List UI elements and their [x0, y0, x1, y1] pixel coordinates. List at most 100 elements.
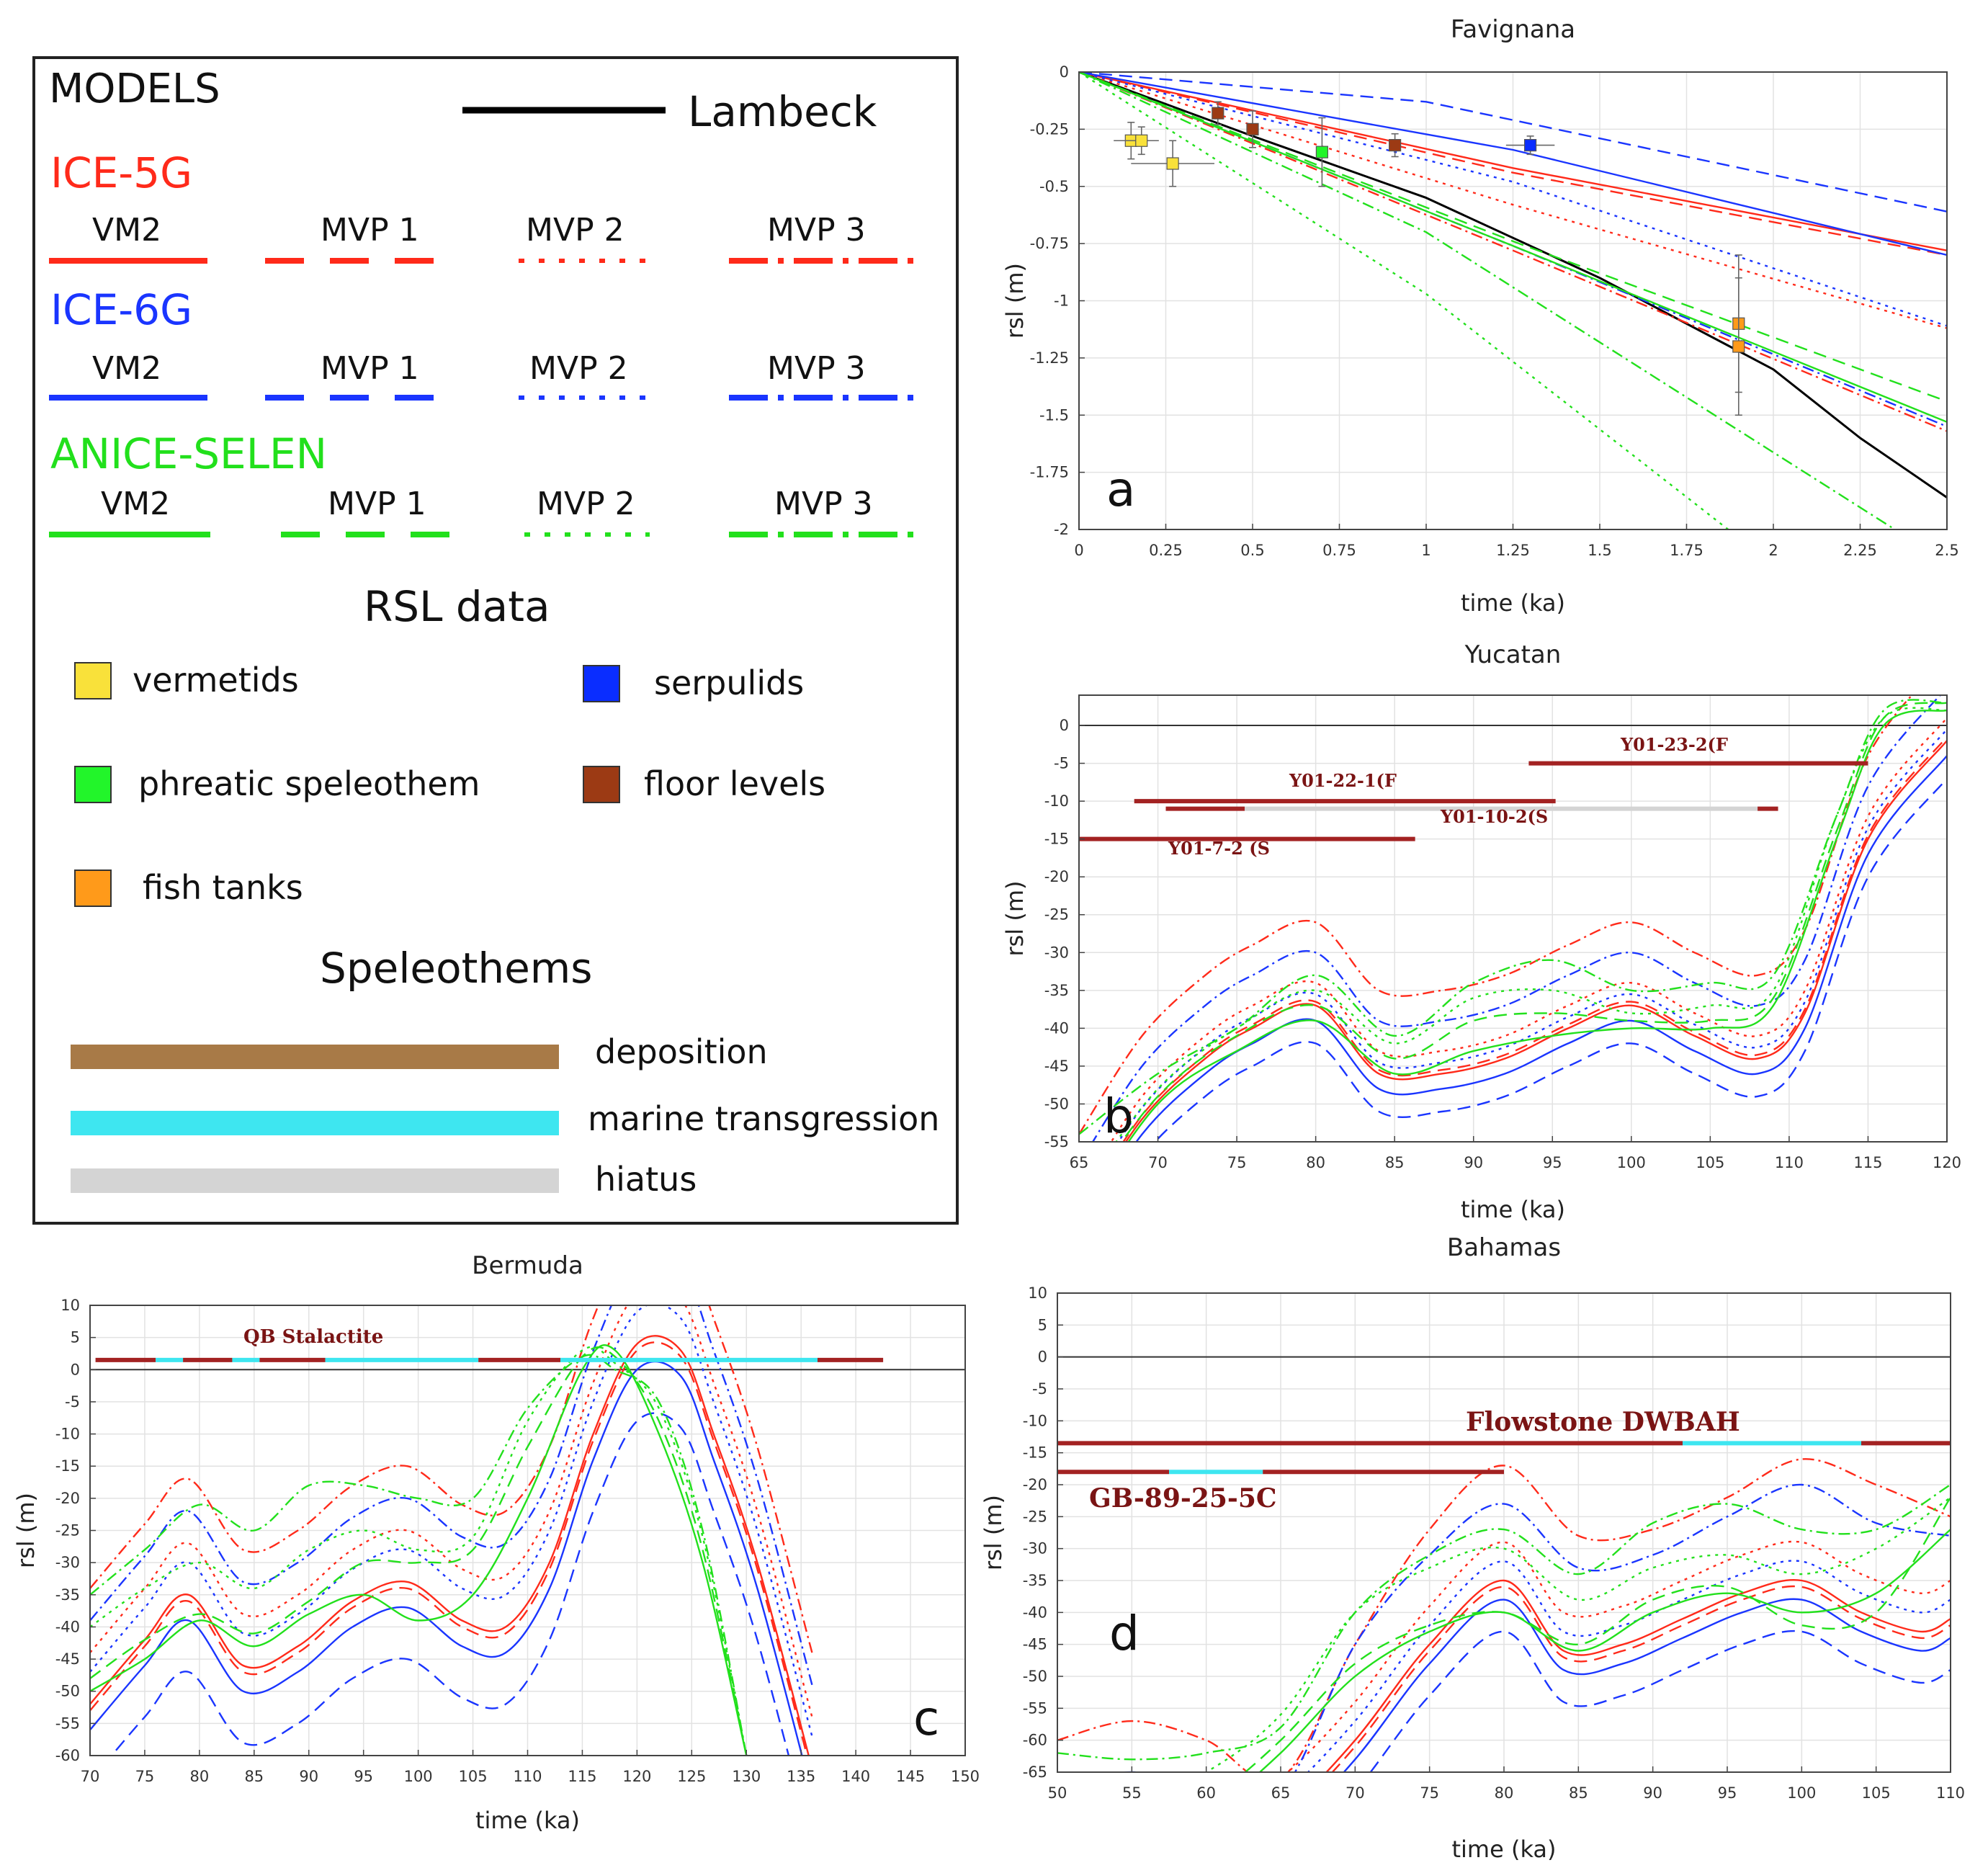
- plot-frame: [1078, 694, 1948, 1143]
- tick-label-y: -35: [55, 1586, 80, 1604]
- series-ice-5g-mvp-3: [1079, 72, 1947, 432]
- tick-label-x: 105: [1862, 1784, 1891, 1802]
- series-anice-selen-vm2: [1258, 1529, 1951, 1772]
- plot-background: [1079, 695, 1947, 1142]
- series-ice-6g-mvp-1: [1154, 777, 1947, 1142]
- speleothem-label: GB-89-25-5C: [1089, 1483, 1277, 1514]
- legend-ice6g-mvp3: MVP 3: [767, 350, 866, 387]
- series-ice-5g-mvp-1: [1122, 736, 1947, 1142]
- tick-label-x: 95: [1543, 1154, 1562, 1171]
- tick-label-x: 70: [81, 1768, 100, 1785]
- chart-title: Bahamas: [1447, 1233, 1561, 1262]
- series-ice-6g-mvp-1: [110, 1412, 790, 1756]
- legend-rsl-swatch-serpulids: [583, 665, 620, 702]
- legend-rsl-label-vermetids: vermetids: [133, 661, 299, 699]
- legend-speleo-swatch-hiatus: [71, 1168, 559, 1193]
- tick-label-x: 95: [1718, 1784, 1737, 1802]
- legend-anice-vm2: VM2: [101, 486, 170, 522]
- tick-label-y: -1.75: [1030, 464, 1069, 481]
- tick-label-x: 135: [787, 1768, 815, 1785]
- tick-label-y: -15: [55, 1457, 80, 1475]
- tick-label-y: -45: [1044, 1058, 1069, 1075]
- tick-label-x: 90: [1643, 1784, 1662, 1802]
- x-axis-label: time (ka): [1461, 589, 1565, 617]
- series-ice-5g-mvp-3: [90, 1305, 813, 1653]
- tick-label-x: 0.25: [1149, 542, 1183, 559]
- legend-ice6g-mvp2: MVP 2: [529, 350, 628, 387]
- tick-label-x: 60: [1196, 1784, 1216, 1802]
- panel-label: c: [913, 1691, 939, 1746]
- legend-rsl-swatch-phreatic: [74, 766, 112, 803]
- legend-group-anice: ANICE-SELEN: [50, 429, 327, 478]
- series-ice-5g-mvp-1: [90, 1341, 808, 1756]
- tick-label-y: -0.25: [1030, 120, 1069, 138]
- tick-label-y: -35: [1023, 1572, 1047, 1589]
- tick-label-y: -5: [1032, 1380, 1047, 1398]
- legend-frame: [32, 56, 959, 1225]
- panel-label: d: [1109, 1606, 1139, 1661]
- series-ice-5g-mvp-2: [1110, 717, 1947, 1142]
- speleothem-label: Y01-7-2 (S: [1168, 838, 1270, 859]
- data-point-fish: [1732, 340, 1745, 353]
- data-point-floor: [1212, 107, 1224, 120]
- tick-label-y: -55: [1044, 1133, 1069, 1150]
- tick-label-y: -60: [55, 1747, 80, 1764]
- tick-label-x: 115: [1853, 1154, 1882, 1171]
- legend-models-title: MODELS: [49, 66, 220, 112]
- tick-label-y: -1.25: [1030, 349, 1069, 367]
- tick-label-x: 125: [677, 1768, 706, 1785]
- series-ice-5g-vm2: [1079, 72, 1947, 251]
- legend-rsl-label-phreatic: phreatic speleothem: [138, 764, 480, 803]
- tick-label-y: -15: [1044, 831, 1069, 848]
- legend-speleo-title: Speleothems: [320, 944, 593, 993]
- x-axis-label: time (ka): [1451, 1836, 1556, 1863]
- legend-speleo-swatch-deposition: [71, 1045, 559, 1069]
- speleothem-label: QB Stalactite: [243, 1326, 383, 1348]
- legend-ice6g-vm2: VM2: [92, 350, 161, 387]
- series-ice-5g-mvp-3: [1079, 695, 1913, 1135]
- series-ice-5g-vm2: [90, 1335, 810, 1756]
- tick-label-y: -2: [1054, 521, 1069, 538]
- data-point-vermetids: [1166, 157, 1179, 170]
- tick-label-y: -10: [55, 1426, 80, 1443]
- tick-label-x: 2.25: [1843, 542, 1877, 559]
- y-axis-label: rsl (m): [980, 1495, 1007, 1570]
- tick-label-y: -1.5: [1039, 406, 1069, 424]
- tick-label-y: -25: [55, 1522, 80, 1539]
- tick-label-x: 145: [896, 1768, 925, 1785]
- data-point-floor: [1389, 139, 1402, 152]
- legend-rsl-swatch-floor: [583, 766, 620, 803]
- tick-label-x: 80: [190, 1768, 210, 1785]
- tick-label-x: 100: [404, 1768, 433, 1785]
- tick-label-y: -10: [1023, 1412, 1047, 1429]
- tick-label-x: 85: [1569, 1784, 1588, 1802]
- tick-label-x: 120: [622, 1768, 651, 1785]
- tick-label-x: 150: [951, 1768, 980, 1785]
- speleothem-label: Y01-10-2(S: [1440, 806, 1548, 827]
- tick-label-y: -20: [1044, 868, 1069, 885]
- y-axis-label: rsl (m): [1001, 880, 1029, 956]
- tick-label-x: 1.75: [1670, 542, 1703, 559]
- x-axis-label: time (ka): [475, 1807, 580, 1834]
- tick-label-y: -30: [55, 1554, 80, 1571]
- series-ice-6g-mvp-1: [1079, 72, 1947, 213]
- tick-label-y: 10: [61, 1297, 80, 1314]
- tick-label-y: 10: [1028, 1284, 1047, 1302]
- tick-label-x: 75: [135, 1768, 155, 1785]
- tick-label-x: 80: [1306, 1154, 1325, 1171]
- tick-label-x: 0: [1074, 542, 1083, 559]
- tick-label-x: 2.5: [1935, 542, 1958, 559]
- tick-label-x: 2: [1768, 542, 1778, 559]
- tick-label-y: -0.5: [1039, 178, 1069, 195]
- tick-label-y: -1: [1054, 292, 1069, 310]
- legend-rsl-swatch-fish: [74, 870, 112, 907]
- series-ice-5g-vm2: [1124, 740, 1947, 1142]
- tick-label-y: -50: [55, 1683, 80, 1700]
- tick-label-y: -50: [1044, 1095, 1069, 1112]
- speleothem-label: Flowstone DWBAH: [1466, 1407, 1740, 1437]
- tick-label-x: 1.25: [1496, 542, 1530, 559]
- series-ice-6g-mvp-3: [1091, 695, 1942, 1142]
- series-anice-selen-mvp-1: [1079, 72, 1947, 403]
- series-anice-selen-vm2: [1127, 709, 1947, 1142]
